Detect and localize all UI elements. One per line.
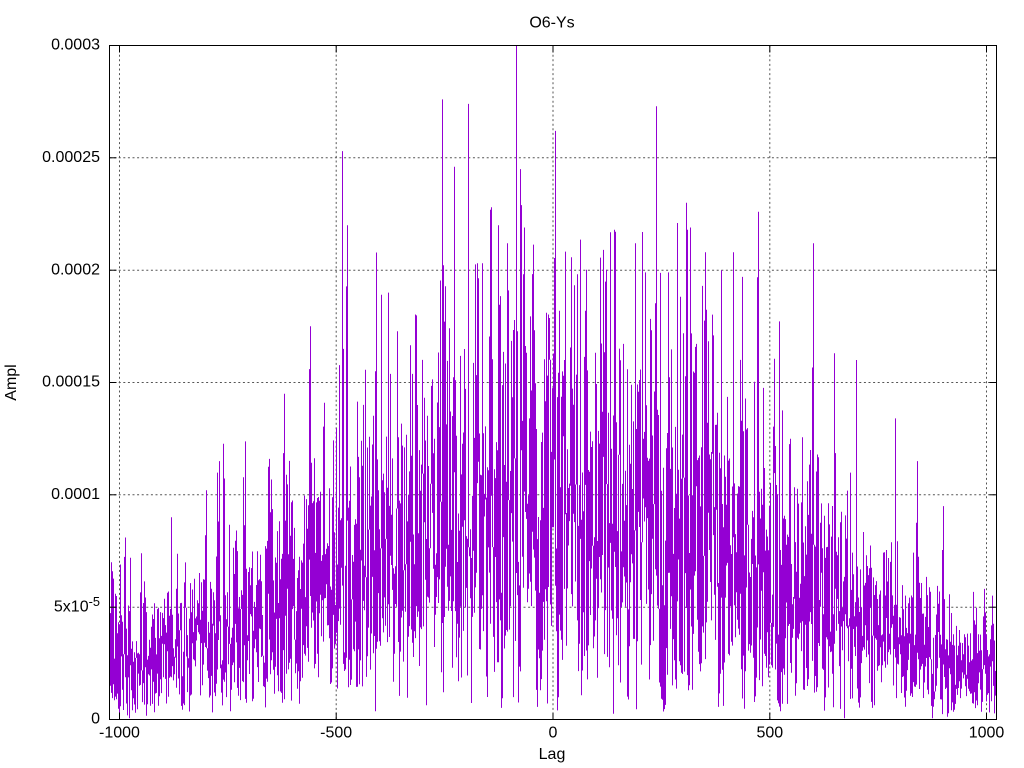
- svg-text:0.0001: 0.0001: [51, 486, 100, 503]
- svg-text:-500: -500: [320, 725, 352, 742]
- svg-text:0.0002: 0.0002: [51, 261, 100, 278]
- svg-text:Ampl: Ampl: [3, 364, 20, 400]
- svg-text:500: 500: [756, 725, 783, 742]
- svg-text:0.00015: 0.00015: [42, 374, 100, 391]
- svg-text:0.0003: 0.0003: [51, 37, 100, 54]
- svg-text:Lag: Lag: [539, 746, 566, 763]
- svg-text:0.00025: 0.00025: [42, 149, 100, 166]
- svg-text:-1000: -1000: [99, 725, 140, 742]
- svg-text:0: 0: [549, 725, 558, 742]
- svg-text:5x10-5: 5x10-5: [54, 594, 100, 616]
- svg-text:0: 0: [91, 711, 100, 728]
- svg-text:O6-Ys: O6-Ys: [529, 14, 574, 31]
- svg-text:1000: 1000: [969, 725, 1005, 742]
